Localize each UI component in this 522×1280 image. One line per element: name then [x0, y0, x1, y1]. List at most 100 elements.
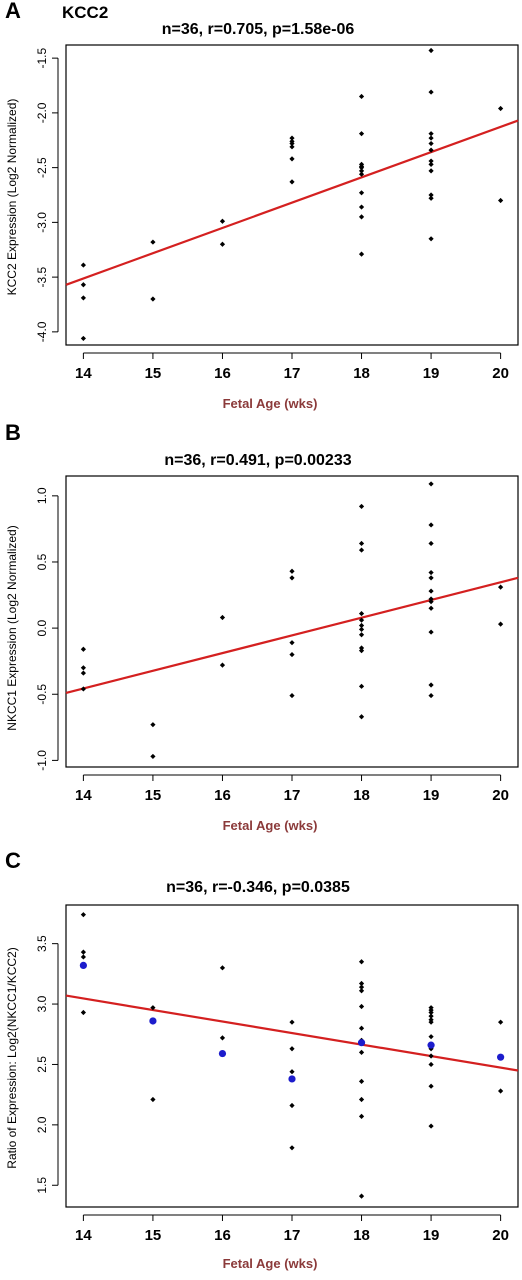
panel-a-data-point	[428, 168, 434, 174]
panel-c-data-point	[358, 984, 365, 990]
panel-a-data-point	[428, 89, 434, 95]
panel-c-data-point	[358, 1096, 365, 1103]
panel-a-data-point	[289, 179, 295, 185]
panel-b-data-point	[289, 568, 295, 574]
panel-a-y-tick-label: -2.0	[35, 102, 49, 123]
panel-a-x-tick-label: 17	[284, 365, 301, 382]
panel-c-data-point	[80, 954, 86, 960]
panel-b-data-point	[80, 646, 86, 652]
panel-c-data-point	[428, 1053, 434, 1059]
panel-a-data-point	[358, 214, 365, 220]
panel-c-data-point	[289, 1046, 295, 1052]
panel-b-data-point	[358, 617, 365, 623]
panel-a: A KCC2 n=36, r=0.705, p=1.58e-06 KCC2 Ex…	[5, 0, 519, 411]
panel-c-data-point	[80, 1009, 86, 1016]
panel-b-data-point	[498, 584, 504, 590]
panel-b-data-point	[358, 683, 365, 689]
panel-b-data-point	[289, 692, 295, 699]
panel-c-y-tick-label: 1.5	[35, 1177, 49, 1194]
panel-a-data-point	[358, 171, 365, 177]
panel-c-x-tick-label: 18	[353, 1227, 370, 1244]
panel-c-data-point	[428, 1123, 434, 1129]
panel-b-data-point	[358, 645, 365, 651]
panel-c-y-tick-label: 3.5	[35, 935, 49, 952]
panel-a-data-point	[428, 236, 434, 242]
panel-letter-b: B	[5, 420, 21, 445]
panel-a-title: n=36, r=0.705, p=1.58e-06	[162, 21, 355, 38]
panel-b-regression-line	[65, 576, 519, 694]
panel-c-data-point	[428, 1083, 434, 1089]
panel-a-regression-line	[65, 119, 519, 286]
panel-c-title: n=36, r=-0.346, p=0.0385	[166, 879, 350, 896]
panel-a-data-point	[428, 47, 434, 54]
panel-b-data-point	[428, 481, 434, 487]
panel-b-data-point	[358, 622, 365, 629]
panel-b-data-point	[428, 588, 434, 594]
panel-c-data-point	[80, 912, 86, 918]
panel-b-x-tick-label: 19	[423, 787, 440, 804]
panel-b-data-point	[428, 596, 434, 602]
panel-b-plot: 14 15 16 17 18 19 20 -1.0 -0.5 0.0 0.5 1.0	[35, 475, 519, 804]
panel-gene-label: KCC2	[62, 3, 108, 22]
panel-b-data-point	[150, 722, 156, 728]
panel-b-data-point	[428, 575, 434, 581]
panel-b-data-point	[428, 522, 434, 528]
panel-b-x-tick-label: 14	[75, 787, 92, 804]
panel-b-data-point	[358, 547, 365, 553]
panel-a-x-tick-label: 16	[214, 365, 231, 382]
panel-c-mean-point	[149, 1017, 157, 1025]
panel-a-data-point	[150, 296, 156, 302]
panel-c-data-point	[358, 1025, 365, 1031]
panel-c-y-tick-label: 2.0	[35, 1116, 49, 1133]
panel-b-data-point	[428, 540, 434, 547]
panel-c-mean-point	[427, 1041, 435, 1049]
panel-b-y-tick-label: -0.5	[35, 684, 49, 705]
panel-c-mean-point	[288, 1075, 296, 1083]
panel-b-data-point	[80, 665, 86, 671]
panel-b-y-axis-label: NKCC1 Expression (Log2 Normalized)	[5, 525, 19, 730]
panel-b-data-point	[428, 692, 434, 699]
panel-a-data-point	[498, 197, 504, 204]
panel-b-data-point	[358, 540, 365, 547]
panel-b: B n=36, r=0.491, p=0.00233 NKCC1 Express…	[5, 420, 519, 833]
panel-b-x-tick-label: 17	[284, 787, 301, 804]
panel-b-data-point	[358, 648, 365, 654]
panel-b-y-tick-label: 0.5	[35, 553, 49, 570]
panel-b-title: n=36, r=0.491, p=0.00233	[164, 452, 351, 469]
panel-c-data-point	[498, 1088, 504, 1094]
panel-a-data-point	[289, 156, 295, 162]
panel-c-data-point	[358, 1078, 365, 1084]
panel-a-data-point	[289, 140, 295, 147]
panel-c-regression-line	[65, 994, 519, 1072]
panel-c-data-point	[358, 1193, 365, 1199]
panel-c-data-point	[428, 1013, 434, 1019]
panel-a-data-point	[358, 93, 365, 100]
panel-b-data-point	[428, 599, 434, 605]
panel-a-data-point	[428, 140, 434, 147]
panel-letter-a: A	[5, 0, 21, 23]
panel-c-mean-point	[357, 1039, 366, 1047]
panel-c-data-point	[150, 1096, 156, 1103]
panel-c-data-point	[358, 1003, 365, 1010]
panel-c-data-point	[289, 1145, 295, 1151]
panel-a-data-point	[219, 218, 226, 224]
panel-c-plot-frame	[65, 904, 519, 1208]
panel-b-data-point	[428, 629, 434, 635]
panel-letter-c: C	[5, 848, 21, 873]
panel-a-data-point	[428, 131, 434, 137]
panel-a-data-point	[289, 135, 295, 141]
panel-a-data-point	[498, 105, 504, 112]
panel-b-y-tick-label: 0.0	[35, 619, 49, 636]
panel-a-data-point	[80, 335, 86, 342]
panel-b-data-point	[150, 753, 156, 760]
panel-a-data-point	[358, 163, 365, 170]
panel-a-data-point	[358, 190, 365, 196]
panel-c-y-tick-label: 2.5	[35, 1056, 49, 1073]
panel-a-data-point	[428, 161, 434, 167]
panel-a-data-point	[80, 282, 86, 288]
panel-c-y-axis-label: Ratio of Expression: Log2(NKCC1/KCC2)	[5, 947, 19, 1168]
panel-c-x-tick-label: 16	[214, 1227, 231, 1244]
panel-c-data-point	[289, 1069, 295, 1075]
panel-a-data-point	[358, 204, 365, 210]
